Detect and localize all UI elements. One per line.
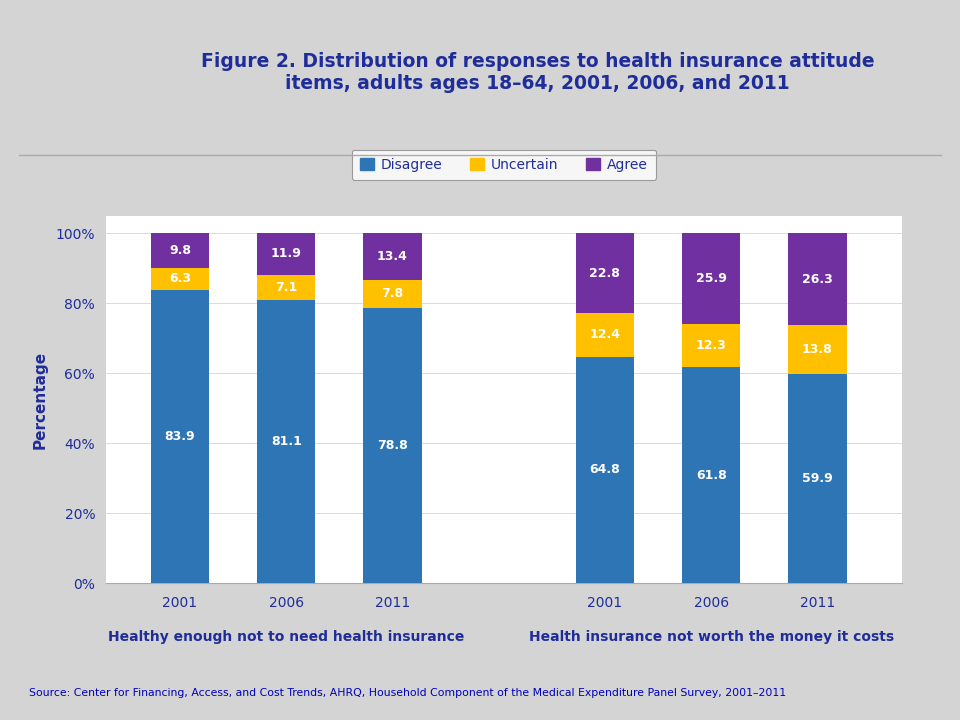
Legend: Disagree, Uncertain, Agree: Disagree, Uncertain, Agree bbox=[351, 150, 657, 180]
Text: 12.3: 12.3 bbox=[696, 339, 727, 352]
Bar bbox=[576, 356, 635, 583]
Bar bbox=[151, 233, 209, 268]
Bar bbox=[151, 268, 209, 289]
Text: Healthy enough not to need health insurance: Healthy enough not to need health insura… bbox=[108, 630, 465, 644]
Text: 78.8: 78.8 bbox=[377, 439, 408, 452]
Bar bbox=[257, 275, 316, 300]
Text: 13.8: 13.8 bbox=[802, 343, 832, 356]
Text: 13.4: 13.4 bbox=[377, 251, 408, 264]
Text: 7.8: 7.8 bbox=[381, 287, 403, 300]
Bar bbox=[576, 233, 635, 313]
Bar bbox=[682, 233, 740, 324]
Bar bbox=[682, 367, 740, 583]
Text: 81.1: 81.1 bbox=[271, 435, 301, 448]
Text: Health insurance not worth the money it costs: Health insurance not worth the money it … bbox=[529, 630, 894, 644]
Bar bbox=[257, 233, 316, 275]
Bar bbox=[788, 233, 847, 325]
Text: 83.9: 83.9 bbox=[165, 430, 195, 443]
Y-axis label: Percentage: Percentage bbox=[33, 351, 47, 449]
Text: 61.8: 61.8 bbox=[696, 469, 727, 482]
Text: 25.9: 25.9 bbox=[696, 272, 727, 285]
Text: 59.9: 59.9 bbox=[802, 472, 832, 485]
Bar bbox=[576, 313, 635, 356]
Text: Source: Center for Financing, Access, and Cost Trends, AHRQ, Household Component: Source: Center for Financing, Access, an… bbox=[29, 688, 786, 698]
Text: 6.3: 6.3 bbox=[169, 272, 191, 285]
Text: 22.8: 22.8 bbox=[589, 267, 620, 280]
Bar bbox=[257, 300, 316, 583]
Text: 12.4: 12.4 bbox=[589, 328, 620, 341]
Text: 7.1: 7.1 bbox=[276, 281, 298, 294]
Text: 26.3: 26.3 bbox=[802, 273, 832, 286]
Bar bbox=[788, 325, 847, 374]
Bar bbox=[363, 280, 421, 307]
Text: 64.8: 64.8 bbox=[589, 464, 620, 477]
Bar bbox=[363, 233, 421, 280]
Text: 11.9: 11.9 bbox=[271, 248, 301, 261]
Bar bbox=[788, 374, 847, 583]
Bar bbox=[363, 307, 421, 583]
Text: Figure 2. Distribution of responses to health insurance attitude
items, adults a: Figure 2. Distribution of responses to h… bbox=[201, 52, 875, 93]
Bar bbox=[682, 324, 740, 367]
Bar bbox=[151, 289, 209, 583]
Text: 9.8: 9.8 bbox=[169, 244, 191, 257]
